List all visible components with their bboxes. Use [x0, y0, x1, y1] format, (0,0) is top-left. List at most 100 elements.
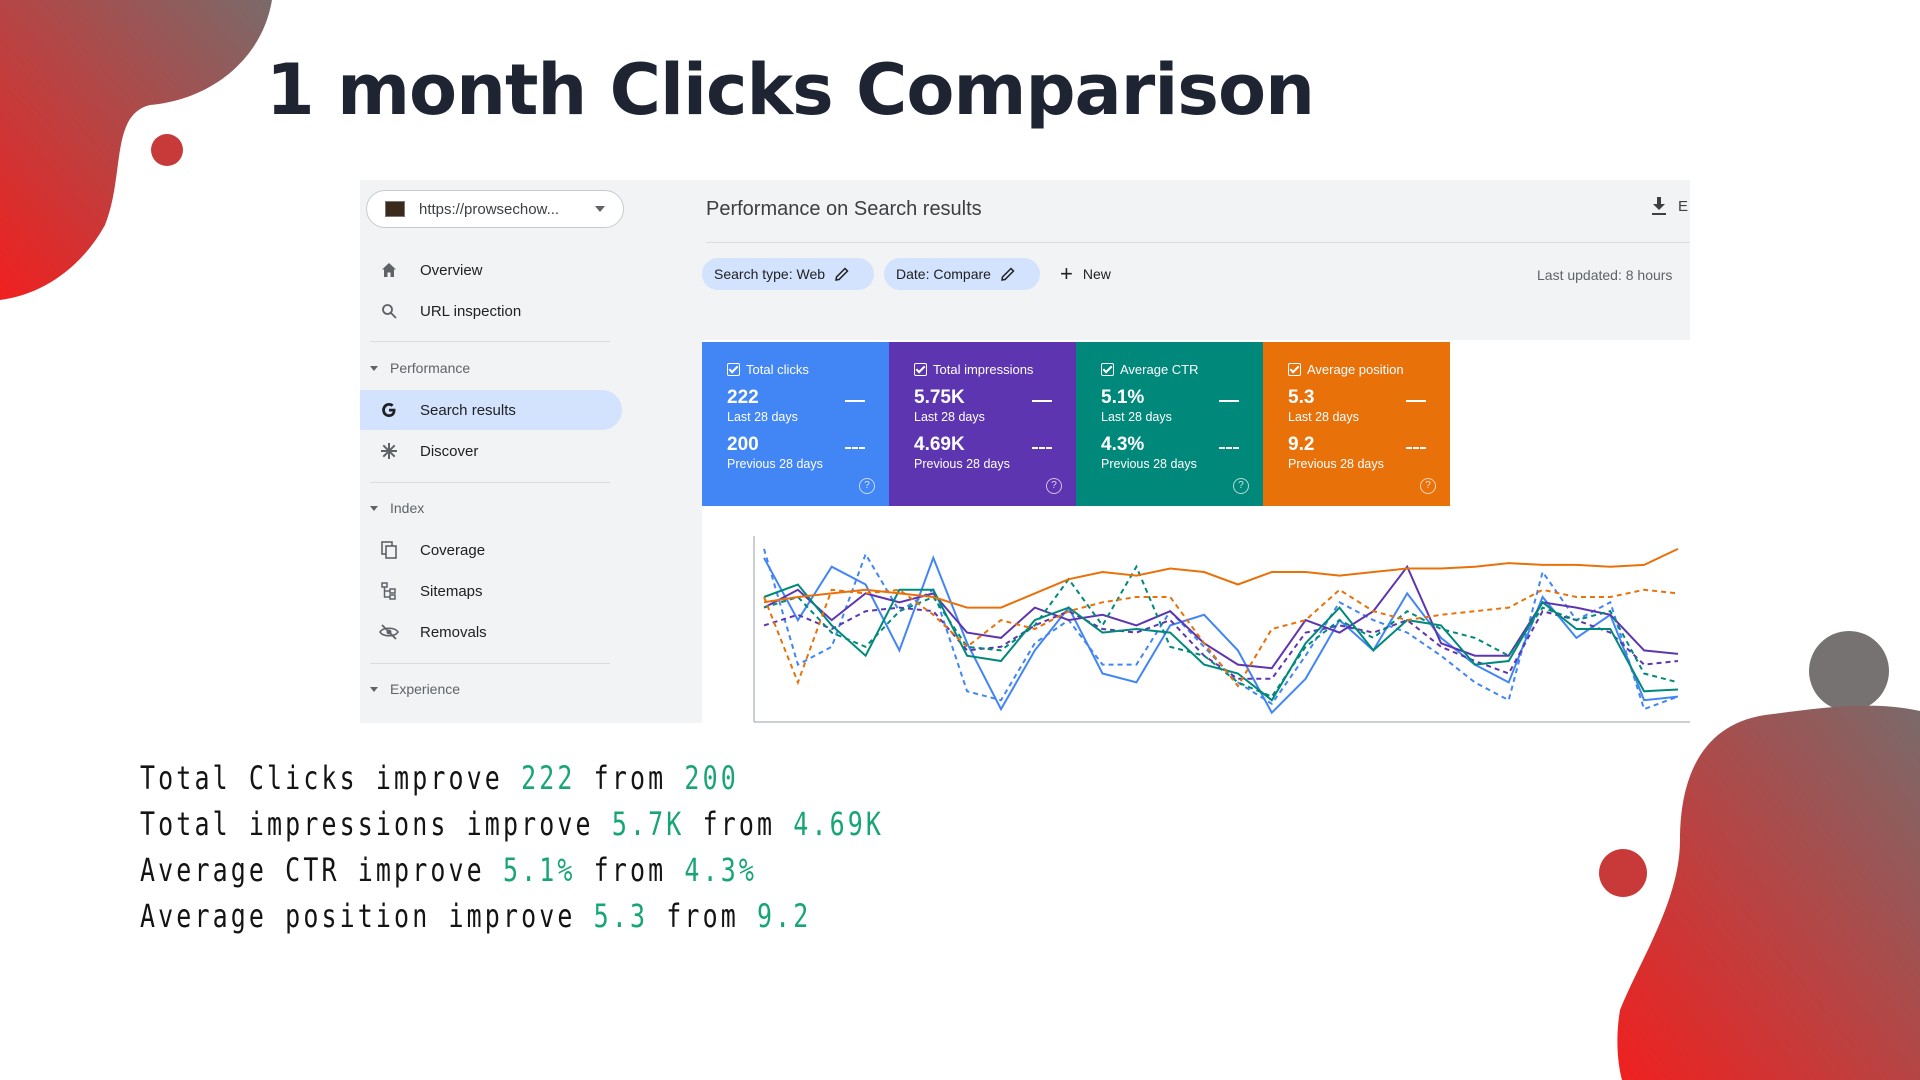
checkbox-icon[interactable]	[1101, 363, 1114, 376]
section-experience[interactable]: Experience	[370, 681, 460, 697]
copy-pages-icon	[378, 539, 400, 561]
help-icon[interactable]: ?	[859, 478, 875, 494]
help-icon[interactable]: ?	[1233, 478, 1249, 494]
card-label: Total impressions	[933, 362, 1034, 377]
right-red-dot	[1599, 849, 1647, 897]
current-period: Last 28 days	[914, 410, 985, 424]
sidebar-item-coverage[interactable]: Coverage	[360, 530, 622, 570]
checkbox-icon[interactable]	[914, 363, 927, 376]
old-value: 4.3%	[684, 851, 758, 889]
solid-line-legend-icon	[1406, 400, 1426, 402]
metric-card-total-impressions[interactable]: Total impressions 5.75K Last 28 days 4.6…	[889, 342, 1076, 506]
header-divider	[706, 242, 1690, 243]
metric-card-average-position[interactable]: Average position 5.3 Last 28 days 9.2 Pr…	[1263, 342, 1450, 506]
sidebar-item-label: Overview	[420, 261, 483, 279]
summary-text: from	[648, 897, 758, 935]
section-label: Performance	[390, 360, 471, 376]
sidebar-item-url-inspection[interactable]: URL inspection	[360, 291, 622, 331]
metric-card-total-clicks[interactable]: Total clicks 222 Last 28 days 200 Previo…	[702, 342, 889, 506]
eye-off-icon	[378, 621, 400, 643]
card-label: Average CTR	[1120, 362, 1199, 377]
performance-line-chart	[753, 536, 1690, 723]
sidebar-item-label: Search results	[420, 401, 516, 419]
current-value: 222	[727, 387, 759, 408]
search-type-chip[interactable]: Search type: Web	[702, 258, 874, 290]
summary-row-impressions: Total impressions improve 5.7K from 4.69…	[140, 801, 884, 847]
search-icon	[378, 300, 400, 322]
bottom-right-blob	[1617, 705, 1920, 1080]
property-url: https://prowsechow...	[419, 200, 560, 218]
sidebar-item-label: Sitemaps	[420, 582, 483, 600]
summary-text: Total impressions improve	[140, 805, 612, 843]
sidebar-item-label: URL inspection	[420, 302, 522, 320]
chart-series-line-2	[763, 564, 1679, 670]
summary-text: Average position improve	[140, 897, 594, 935]
new-value: 5.1%	[502, 851, 576, 889]
sidebar-item-search-results[interactable]: Search results	[360, 390, 622, 430]
previous-period: Previous 28 days	[914, 457, 1010, 471]
property-selector[interactable]: https://prowsechow...	[366, 190, 624, 228]
checkbox-icon[interactable]	[727, 363, 740, 376]
sidebar-item-sitemaps[interactable]: Sitemaps	[360, 571, 622, 611]
sidebar-item-discover[interactable]: Discover	[360, 431, 622, 471]
previous-period: Previous 28 days	[727, 457, 823, 471]
summary-text: from	[575, 851, 685, 889]
download-icon[interactable]	[1650, 196, 1668, 221]
chart-series-line-0	[763, 554, 1679, 715]
previous-value: 200	[727, 434, 759, 455]
solid-line-legend-icon	[1032, 400, 1052, 402]
previous-value: 4.3%	[1101, 434, 1145, 455]
last-updated: Last updated: 8 hours	[1537, 267, 1673, 283]
chip-label: Search type: Web	[714, 266, 826, 282]
sidebar-divider	[370, 663, 610, 664]
sidebar-item-overview[interactable]: Overview	[360, 250, 622, 290]
card-label: Average position	[1307, 362, 1404, 377]
chip-label: Date: Compare	[896, 266, 991, 282]
solid-line-legend-icon	[1219, 400, 1239, 402]
solid-line-legend-icon	[845, 400, 865, 402]
new-label: New	[1082, 266, 1111, 282]
date-compare-chip[interactable]: Date: Compare	[884, 258, 1040, 290]
current-value: 5.75K	[914, 387, 965, 408]
summary-text: from	[575, 759, 685, 797]
help-icon[interactable]: ?	[1046, 478, 1062, 494]
dashed-line-legend-icon	[845, 447, 865, 449]
metric-card-average-ctr[interactable]: Average CTR 5.1% Last 28 days 4.3% Previ…	[1076, 342, 1263, 506]
plus-icon: +	[1060, 261, 1073, 286]
previous-value: 4.69K	[914, 434, 965, 455]
export-button[interactable]: E	[1678, 198, 1689, 215]
dashed-line-legend-icon	[1219, 447, 1239, 449]
slide-title: 1 month Clicks Comparison	[266, 49, 1315, 131]
summary-row-position: Average position improve 5.3 from 9.2	[140, 893, 884, 939]
current-value: 5.3	[1288, 387, 1315, 408]
dashed-line-legend-icon	[1406, 447, 1426, 449]
old-value: 9.2	[757, 897, 812, 935]
right-gray-circle	[1809, 631, 1889, 711]
new-filter-button[interactable]: + New	[1060, 261, 1111, 286]
checkbox-icon[interactable]	[1288, 363, 1301, 376]
previous-period: Previous 28 days	[1288, 457, 1384, 471]
improvement-summary: Total Clicks improve 222 from 200 Total …	[140, 755, 884, 939]
sidebar-divider	[370, 482, 610, 483]
chart-series-line-7	[763, 588, 1679, 688]
sidebar-item-removals[interactable]: Removals	[360, 612, 622, 652]
sidebar-item-label: Removals	[420, 623, 487, 641]
sidebar: https://prowsechow... Overview URL inspe…	[360, 180, 702, 723]
sitemap-icon	[378, 580, 400, 602]
summary-row-ctr: Average CTR improve 5.1% from 4.3%	[140, 847, 884, 893]
performance-title: Performance on Search results	[706, 198, 982, 220]
section-label: Index	[390, 500, 425, 516]
current-value: 5.1%	[1101, 387, 1145, 408]
section-index[interactable]: Index	[370, 500, 424, 516]
card-label: Total clicks	[746, 362, 809, 377]
chart-series-line-6	[763, 547, 1679, 609]
new-value: 222	[521, 759, 576, 797]
new-value: 5.3	[593, 897, 649, 935]
help-icon[interactable]: ?	[1420, 478, 1436, 494]
new-value: 5.7K	[611, 805, 685, 843]
chart-series-line-1	[763, 548, 1679, 711]
current-period: Last 28 days	[1288, 410, 1359, 424]
top-left-dot	[151, 134, 183, 166]
section-performance[interactable]: Performance	[370, 360, 470, 376]
old-value: 4.69K	[793, 805, 885, 843]
